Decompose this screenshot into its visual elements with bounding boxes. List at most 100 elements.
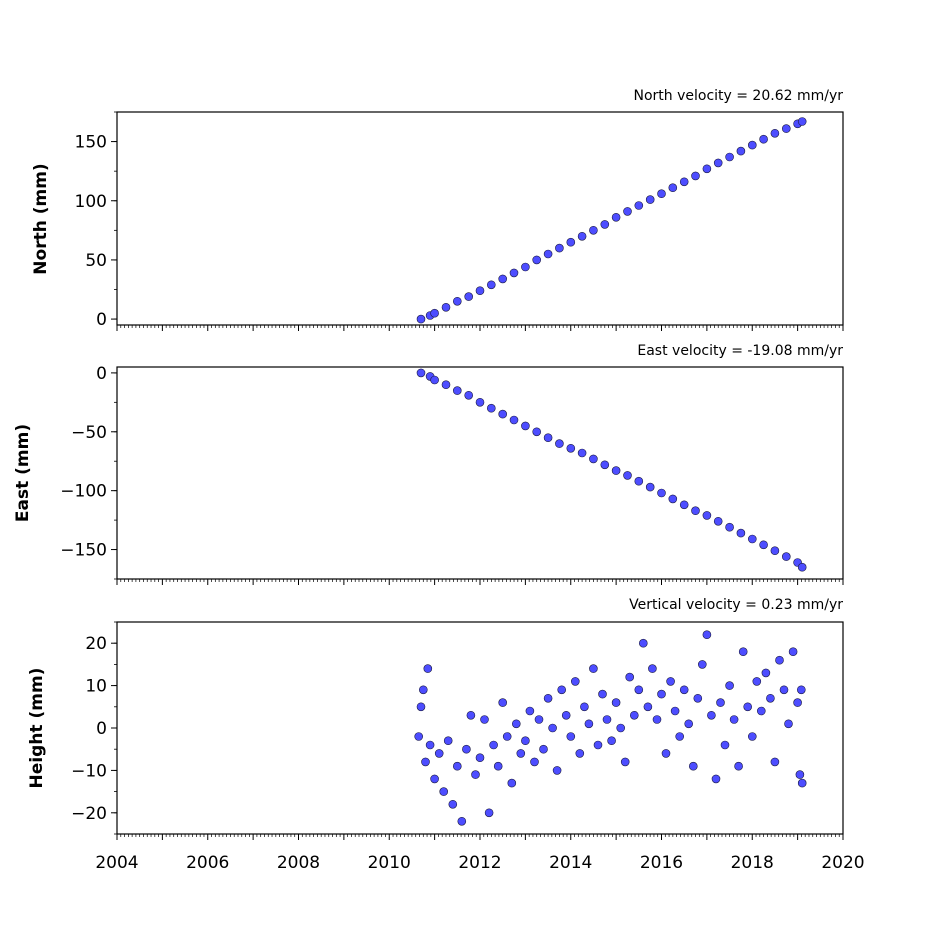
height-data-point xyxy=(498,698,508,707)
east-data-point xyxy=(555,439,564,448)
east-data-point xyxy=(441,380,451,390)
height-data-point xyxy=(725,681,734,690)
north-y-axis-label: North (mm) xyxy=(31,163,51,274)
north-data-point xyxy=(634,201,644,210)
height-x-tick-label: 2008 xyxy=(277,853,320,873)
height-data-point xyxy=(416,702,426,712)
height-y-tick-label: 0 xyxy=(96,719,107,739)
height-x-tick-label: 2018 xyxy=(731,853,774,873)
height-data-point xyxy=(534,715,544,724)
east-data-point xyxy=(486,403,496,413)
north-data-point xyxy=(759,134,768,144)
height-y-tick-label: −10 xyxy=(71,761,107,781)
height-data-point xyxy=(552,766,562,775)
north-data-point xyxy=(657,189,666,198)
height-data-point xyxy=(738,647,748,657)
north-data-point xyxy=(600,220,610,229)
height-data-point xyxy=(418,685,428,695)
height-data-point xyxy=(448,799,458,809)
north-y-tick-label: 150 xyxy=(75,133,107,153)
height-data-point xyxy=(584,719,594,729)
height-x-tick-label: 2014 xyxy=(549,853,592,873)
height-data-point xyxy=(716,698,725,707)
north-data-point xyxy=(452,296,462,306)
height-data-point xyxy=(548,723,557,733)
height-data-point xyxy=(684,719,694,729)
height-data-point xyxy=(511,719,521,729)
height-data-point xyxy=(530,757,539,767)
height-x-tick-label: 2006 xyxy=(186,853,229,873)
height-data-point xyxy=(539,744,548,754)
north-data-point xyxy=(623,207,632,216)
height-data-point xyxy=(693,693,703,703)
east-data-point xyxy=(600,460,610,470)
east-data-point xyxy=(797,562,807,572)
east-data-point xyxy=(543,433,553,443)
height-data-point xyxy=(593,740,603,750)
east-data-point xyxy=(532,427,542,437)
east-data-point xyxy=(498,409,508,419)
east-data-point xyxy=(464,390,474,400)
height-y-tick-label: −20 xyxy=(71,804,107,824)
height-data-point xyxy=(430,774,439,784)
height-data-point xyxy=(589,664,598,673)
height-data-point xyxy=(493,761,503,771)
east-velocity-title: East velocity = -19.08 mm/yr xyxy=(637,343,843,359)
height-data-point xyxy=(666,677,675,686)
height-data-point xyxy=(543,693,553,703)
height-data-point xyxy=(611,698,621,707)
height-data-point xyxy=(521,736,530,746)
height-data-point xyxy=(443,736,453,746)
east-y-tick-label: 0 xyxy=(96,364,107,384)
east-data-point xyxy=(759,540,768,550)
north-data-point xyxy=(747,140,757,150)
east-data-point xyxy=(736,528,746,538)
height-data-point xyxy=(561,710,571,720)
east-data-point xyxy=(634,476,644,486)
height-data-point xyxy=(480,715,489,724)
height-data-point xyxy=(557,685,567,695)
height-data-point xyxy=(720,740,730,750)
east-data-point xyxy=(623,471,632,480)
north-data-point xyxy=(521,262,530,272)
height-data-point xyxy=(525,706,535,716)
height-data-points xyxy=(414,630,807,826)
height-data-point xyxy=(471,770,480,779)
east-data-point xyxy=(770,546,780,556)
height-data-point xyxy=(784,719,793,729)
vertical-velocity-title: Vertical velocity = 0.23 mm/yr xyxy=(629,597,843,613)
height-data-point xyxy=(516,749,526,758)
height-data-point xyxy=(634,685,644,695)
north-data-point xyxy=(577,232,587,241)
east-data-point xyxy=(691,506,700,516)
height-data-point xyxy=(766,693,775,703)
height-data-point xyxy=(607,736,616,746)
height-data-point xyxy=(434,749,444,758)
height-data-point xyxy=(502,732,512,741)
height-data-point xyxy=(797,778,807,788)
height-data-point xyxy=(638,638,648,648)
height-data-point xyxy=(688,761,698,771)
east-data-point xyxy=(475,397,485,407)
height-data-point xyxy=(507,778,517,788)
north-y-tick-label: 50 xyxy=(85,251,107,271)
height-data-point xyxy=(423,664,433,673)
height-data-point xyxy=(729,715,739,724)
height-data-point xyxy=(788,647,798,657)
north-data-point xyxy=(691,171,700,181)
height-data-point xyxy=(414,732,424,741)
north-data-point xyxy=(736,146,746,156)
east-panel: East velocity = -19.08 mm/yr 0 −50 −100 −15… xyxy=(13,343,844,585)
height-y-axis-label: Height (mm) xyxy=(27,668,47,789)
north-data-point xyxy=(668,183,678,192)
north-data-point xyxy=(679,177,689,187)
height-data-point xyxy=(489,740,498,750)
east-data-point xyxy=(589,454,598,464)
height-data-point xyxy=(598,689,607,699)
height-data-point xyxy=(580,702,589,712)
east-data-point xyxy=(747,534,757,544)
east-data-point xyxy=(657,488,666,498)
north-ticks: 0 50 100 150 xyxy=(75,111,844,331)
